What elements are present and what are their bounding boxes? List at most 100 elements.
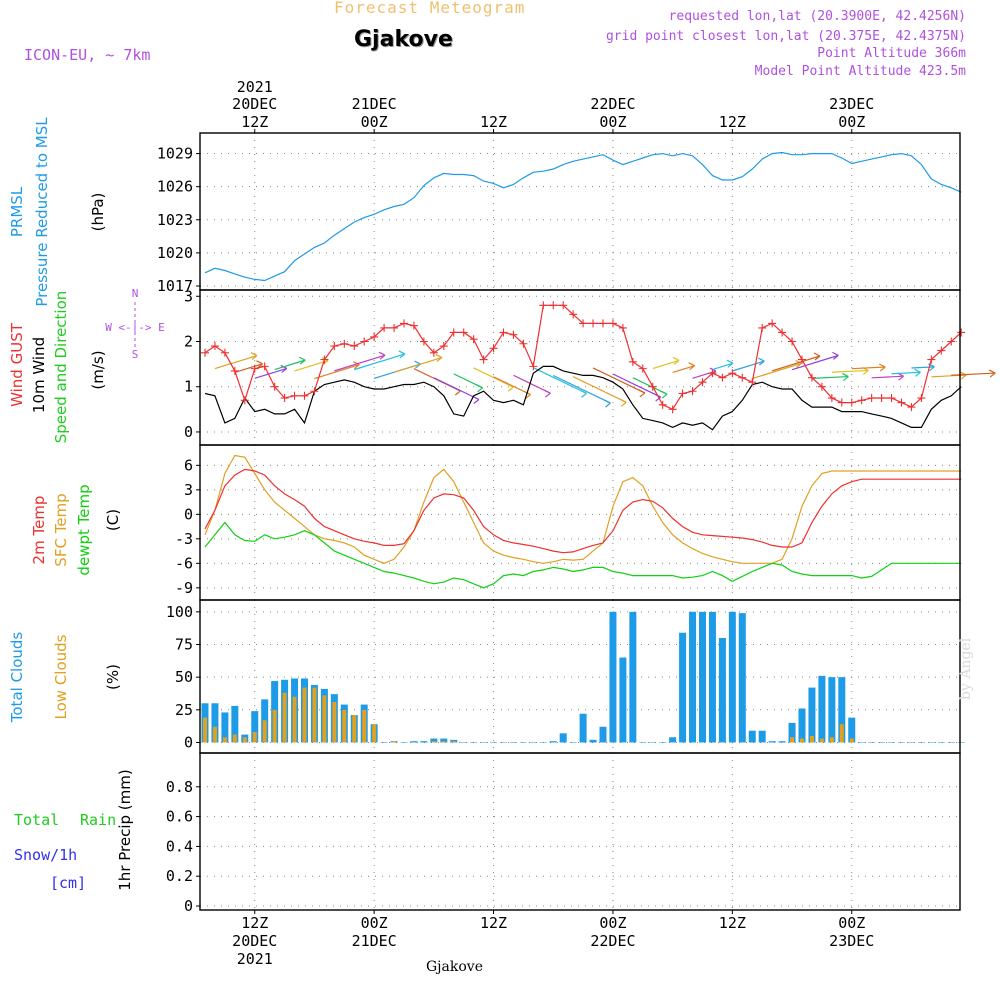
total-clouds-bar [768,741,776,743]
wind-gust-point [678,389,687,398]
footer-location: Gjakove [426,959,483,975]
total-clouds-bar [878,742,886,743]
total-clouds-bar [927,742,935,743]
wind-arrow [771,355,821,372]
wind-gust-point [439,342,448,351]
total-clouds-bar [728,611,736,743]
low-clouds-bar [272,709,277,743]
wind-arrowhead [544,389,551,398]
wind-arrow [513,374,551,394]
top-time-hour: 00Z [838,113,865,131]
top-time-hour: 00Z [361,113,388,131]
wind-gust-point [738,373,747,382]
point-altitude: Point Altitude 366m [817,46,966,61]
bottom-time-hour: 12Z [719,914,746,932]
wind-arrowhead [688,362,695,371]
clouds-unit: (%) [104,664,122,690]
compass-n: N [132,287,139,300]
wind-arrowhead [353,361,360,370]
wind-gust-point [390,323,399,332]
wind-gust-point [549,301,558,310]
low-clouds-label: Low Clouds [52,634,70,719]
wind-arrow [294,360,329,372]
wind-gust-point [240,396,249,405]
wind-gust-point [867,394,876,403]
panel-frame [199,289,961,446]
wind-gust-point [897,398,906,407]
top-time-hour: 00Z [599,113,626,131]
low-clouds-bar [441,741,446,743]
total-clouds-bar [639,742,647,743]
wind-gust-point [688,387,697,396]
low-clouds-bar [372,724,377,743]
top-time-year: 2021 [237,78,273,96]
low-clouds-bar [829,737,834,743]
wind-gust-point [917,394,926,403]
wind-gust-point [201,348,209,357]
wind-arrowhead [250,352,258,361]
total-clouds-bar [529,742,537,743]
wind-arrowhead [398,350,406,359]
wind-arrowhead [795,359,802,368]
low-clouds-bar [839,724,844,743]
bottom-time-date: 22DEC [590,932,635,950]
wind-gust-point [220,348,229,357]
snow-unit-label: [cm] [50,874,86,892]
wind-arrowhead [914,368,921,377]
total-clouds-bar [907,742,915,743]
y-tick-label: 1023 [157,211,193,229]
top-time-hour: 12Z [480,113,507,131]
wind-arrowhead [604,399,611,408]
total-clouds-bar [430,738,438,743]
panel-frame [199,132,961,291]
wind-gust-point [817,382,826,391]
wind-arrowhead [507,383,514,392]
grid-point-coords: grid point closest lon,lat (20.375E, 42.… [605,29,966,44]
watermark: by Angel [958,637,974,700]
total-clouds-bar [758,730,766,743]
wind-gust-point [210,342,219,351]
low-clouds-bar [849,738,854,743]
wind-arrow [732,360,765,372]
y-tick-label: 1020 [157,244,193,262]
wind-gust-point [648,382,657,391]
wind-gust-point [350,342,359,351]
y-tick-label: 6 [184,456,193,474]
wind-unit: (m/s) [89,350,107,389]
wind-gust-point [768,319,777,328]
wind-arrow [672,365,695,374]
total-clouds-bar [420,741,428,743]
y-tick-label: -3 [175,530,193,548]
wind-10m-label: 10m Wind [30,337,48,413]
total-clouds-bar [679,632,687,743]
total-clouds-bar [490,742,498,743]
wind-arrow [533,367,587,394]
wind-arrow [314,364,360,380]
sfc-temp-label: SFC Temp [52,493,70,566]
low-clouds-bar [352,715,357,743]
wind-arrow [572,376,627,403]
wind-gust-point [778,328,787,337]
low-clouds-bar [790,737,795,743]
total-clouds-bar [858,742,866,743]
wind-speed-dir-label: Speed and Direction [52,291,70,444]
wind-arrow [612,373,661,398]
pressure-label: Pressure Reduced to MSL [33,117,51,307]
wind-gust-point [658,400,667,409]
precip-unit: 1hr Precip (mm) [116,769,134,890]
panel-frame [199,444,961,601]
wind-gust-point [708,369,717,378]
y-tick-label: 3 [184,287,193,305]
top-time-date: 20DEC [232,95,277,113]
wind-gust-point [887,394,896,403]
wind-arrowhead [378,351,386,360]
temp-2m-label: 2m Temp [30,496,48,565]
total-clouds-bar [470,742,478,743]
wind-gust-point [270,382,279,391]
total-clouds-bar [500,742,507,743]
temp-2m-line [204,468,962,554]
low-clouds-bar [312,687,317,743]
low-clouds-bar [212,726,217,743]
wind-gust-point [250,364,259,373]
